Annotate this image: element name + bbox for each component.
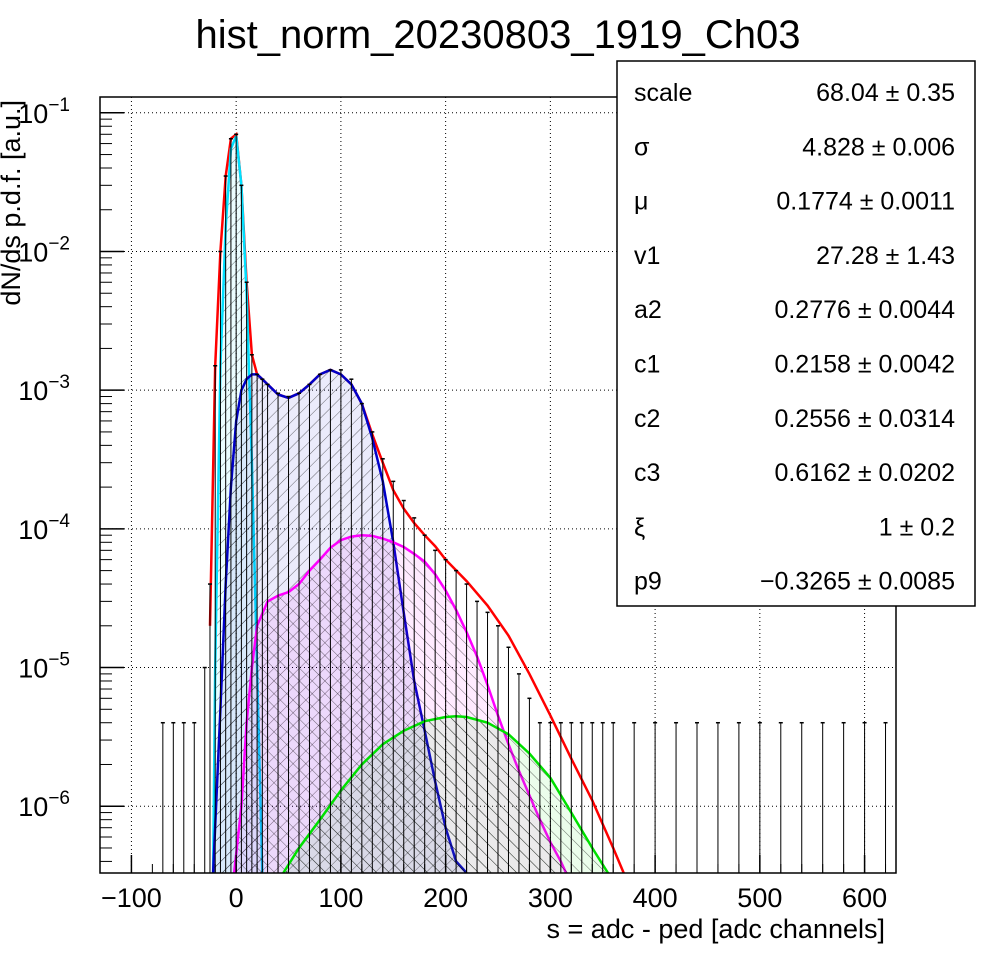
stats-value: 1 ± 0.2 bbox=[879, 513, 955, 541]
y-tick-label: 10−3 bbox=[18, 372, 70, 406]
stats-value: 0.2158 ± 0.0042 bbox=[774, 351, 955, 379]
y-tick-label: 10−2 bbox=[18, 233, 70, 267]
x-axis-label: s = adc - ped [adc channels] bbox=[547, 914, 885, 944]
stats-value: 4.828 ± 0.006 bbox=[802, 133, 955, 161]
x-tick-label: −100 bbox=[101, 883, 162, 913]
x-tick-label: 0 bbox=[229, 883, 244, 913]
stats-label: v1 bbox=[634, 242, 660, 270]
stats-label: ξ bbox=[634, 513, 645, 541]
y-axis: 10−6 10−5 10−4 10−3 10−2 10−1 bbox=[18, 95, 124, 862]
chart-title: hist_norm_20230803_1919_Ch03 bbox=[196, 13, 801, 57]
x-tick-label: 200 bbox=[423, 883, 468, 913]
series-layer bbox=[208, 131, 625, 873]
stats-label: c1 bbox=[634, 351, 660, 379]
stats-label: c3 bbox=[634, 459, 660, 487]
y-tick-label: 10−6 bbox=[18, 788, 70, 822]
x-tick-label: 500 bbox=[737, 883, 782, 913]
stats-label: σ bbox=[634, 133, 650, 161]
x-tick-label: 100 bbox=[318, 883, 363, 913]
series-line bbox=[282, 715, 610, 873]
stats-value: 0.1774 ± 0.0011 bbox=[776, 188, 955, 216]
stats-value: 68.04 ± 0.35 bbox=[816, 79, 955, 107]
stats-box-frame bbox=[616, 60, 976, 607]
y-axis-label: dN/ds p.d.f. [a.u.] bbox=[0, 100, 26, 306]
stats-label: a2 bbox=[634, 296, 662, 324]
x-tick-label: 400 bbox=[633, 883, 678, 913]
x-tick-label: 300 bbox=[528, 883, 573, 913]
stats-value: 0.2556 ± 0.0314 bbox=[774, 405, 955, 433]
stats-value: −0.3265 ± 0.0085 bbox=[760, 568, 955, 596]
stats-label: scale bbox=[634, 79, 692, 107]
y-tick-label: 10−1 bbox=[18, 95, 70, 129]
x-axis: −100 0 100 200 300 400 500 600 bbox=[101, 855, 887, 913]
stats-label: μ bbox=[634, 188, 648, 216]
stats-value: 27.28 ± 1.43 bbox=[816, 242, 955, 270]
stats-label: c2 bbox=[634, 405, 660, 433]
data-histogram bbox=[160, 133, 888, 873]
y-tick-label: 10−5 bbox=[18, 650, 70, 684]
stats-value: 0.6162 ± 0.0202 bbox=[774, 459, 955, 487]
stats-box: scale 68.04 ± 0.35 σ 4.828 ± 0.006 μ 0.1774 ±… bbox=[616, 60, 976, 607]
stats-value: 0.2776 ± 0.0044 bbox=[774, 296, 955, 324]
stats-label: p9 bbox=[634, 568, 662, 596]
y-tick-label: 10−4 bbox=[18, 511, 70, 545]
x-tick-label: 600 bbox=[842, 883, 887, 913]
